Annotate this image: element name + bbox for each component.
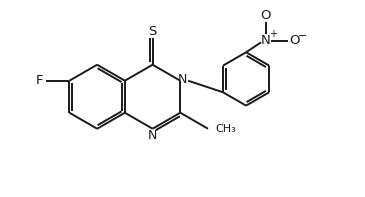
- Text: CH₃: CH₃: [216, 125, 237, 134]
- Text: +: +: [269, 30, 277, 39]
- Text: N: N: [148, 129, 157, 142]
- Text: S: S: [149, 25, 157, 38]
- Text: O: O: [289, 34, 299, 47]
- Text: O: O: [260, 9, 271, 22]
- Text: −: −: [298, 31, 307, 41]
- Text: F: F: [36, 74, 44, 87]
- Text: N: N: [261, 34, 270, 47]
- Text: N: N: [177, 73, 187, 86]
